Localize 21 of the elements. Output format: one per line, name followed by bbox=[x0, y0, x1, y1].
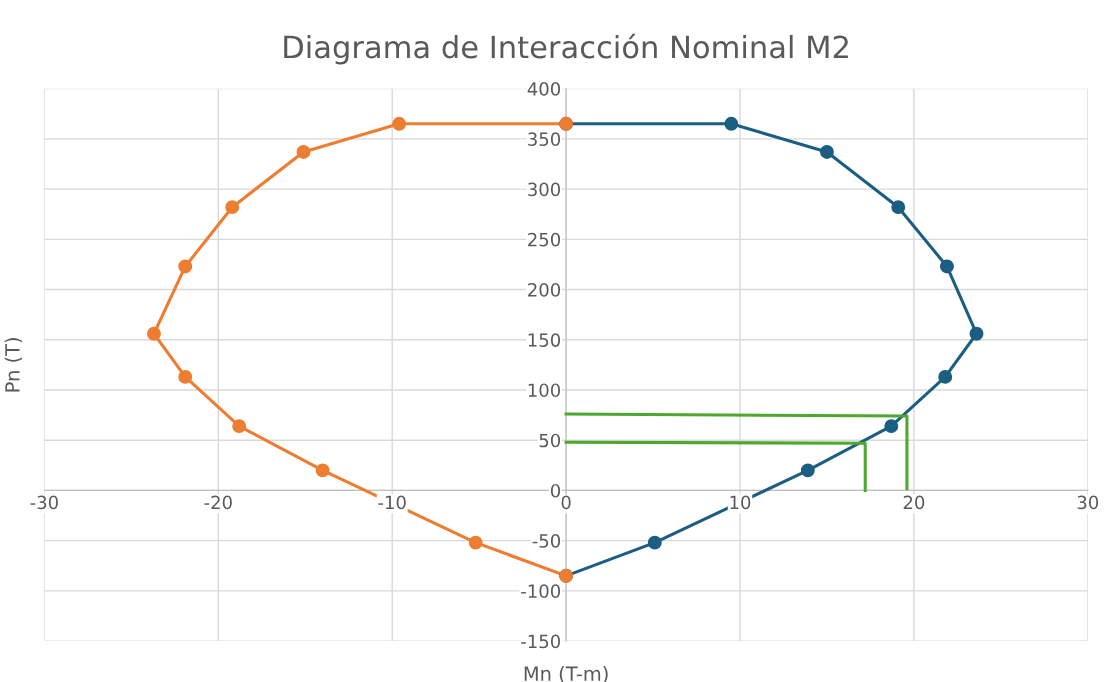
y-tick-label: -50 bbox=[532, 534, 561, 548]
y-tick-label: 150 bbox=[528, 333, 561, 347]
x-tick-label: -30 bbox=[30, 495, 58, 510]
x-tick-label: 30 bbox=[1077, 495, 1099, 510]
x-tick-label: 20 bbox=[903, 495, 925, 510]
x-tick-label: 10 bbox=[730, 495, 751, 510]
y-tick-label: 300 bbox=[528, 182, 561, 197]
y-tick-label: -150 bbox=[521, 634, 561, 649]
y-tick-label: 200 bbox=[528, 283, 561, 297]
y-tick-label: 400 bbox=[527, 82, 561, 96]
y-tick-label: 100 bbox=[528, 383, 561, 398]
x-tick-label: -10 bbox=[378, 495, 406, 510]
x-tick-label: -20 bbox=[204, 495, 232, 510]
y-axis-title: Pn (T) bbox=[4, 338, 23, 392]
x-tick-label: 0 bbox=[561, 495, 571, 510]
y-tick-label: 50 bbox=[539, 433, 561, 448]
y-tick-label: -100 bbox=[521, 584, 561, 598]
y-tick-label: 250 bbox=[528, 232, 561, 247]
y-tick-label: 0 bbox=[550, 483, 561, 498]
y-tick-label: 350 bbox=[528, 132, 561, 146]
chart-title: Diagrama de Interacción Nominal M2 bbox=[284, 33, 848, 65]
